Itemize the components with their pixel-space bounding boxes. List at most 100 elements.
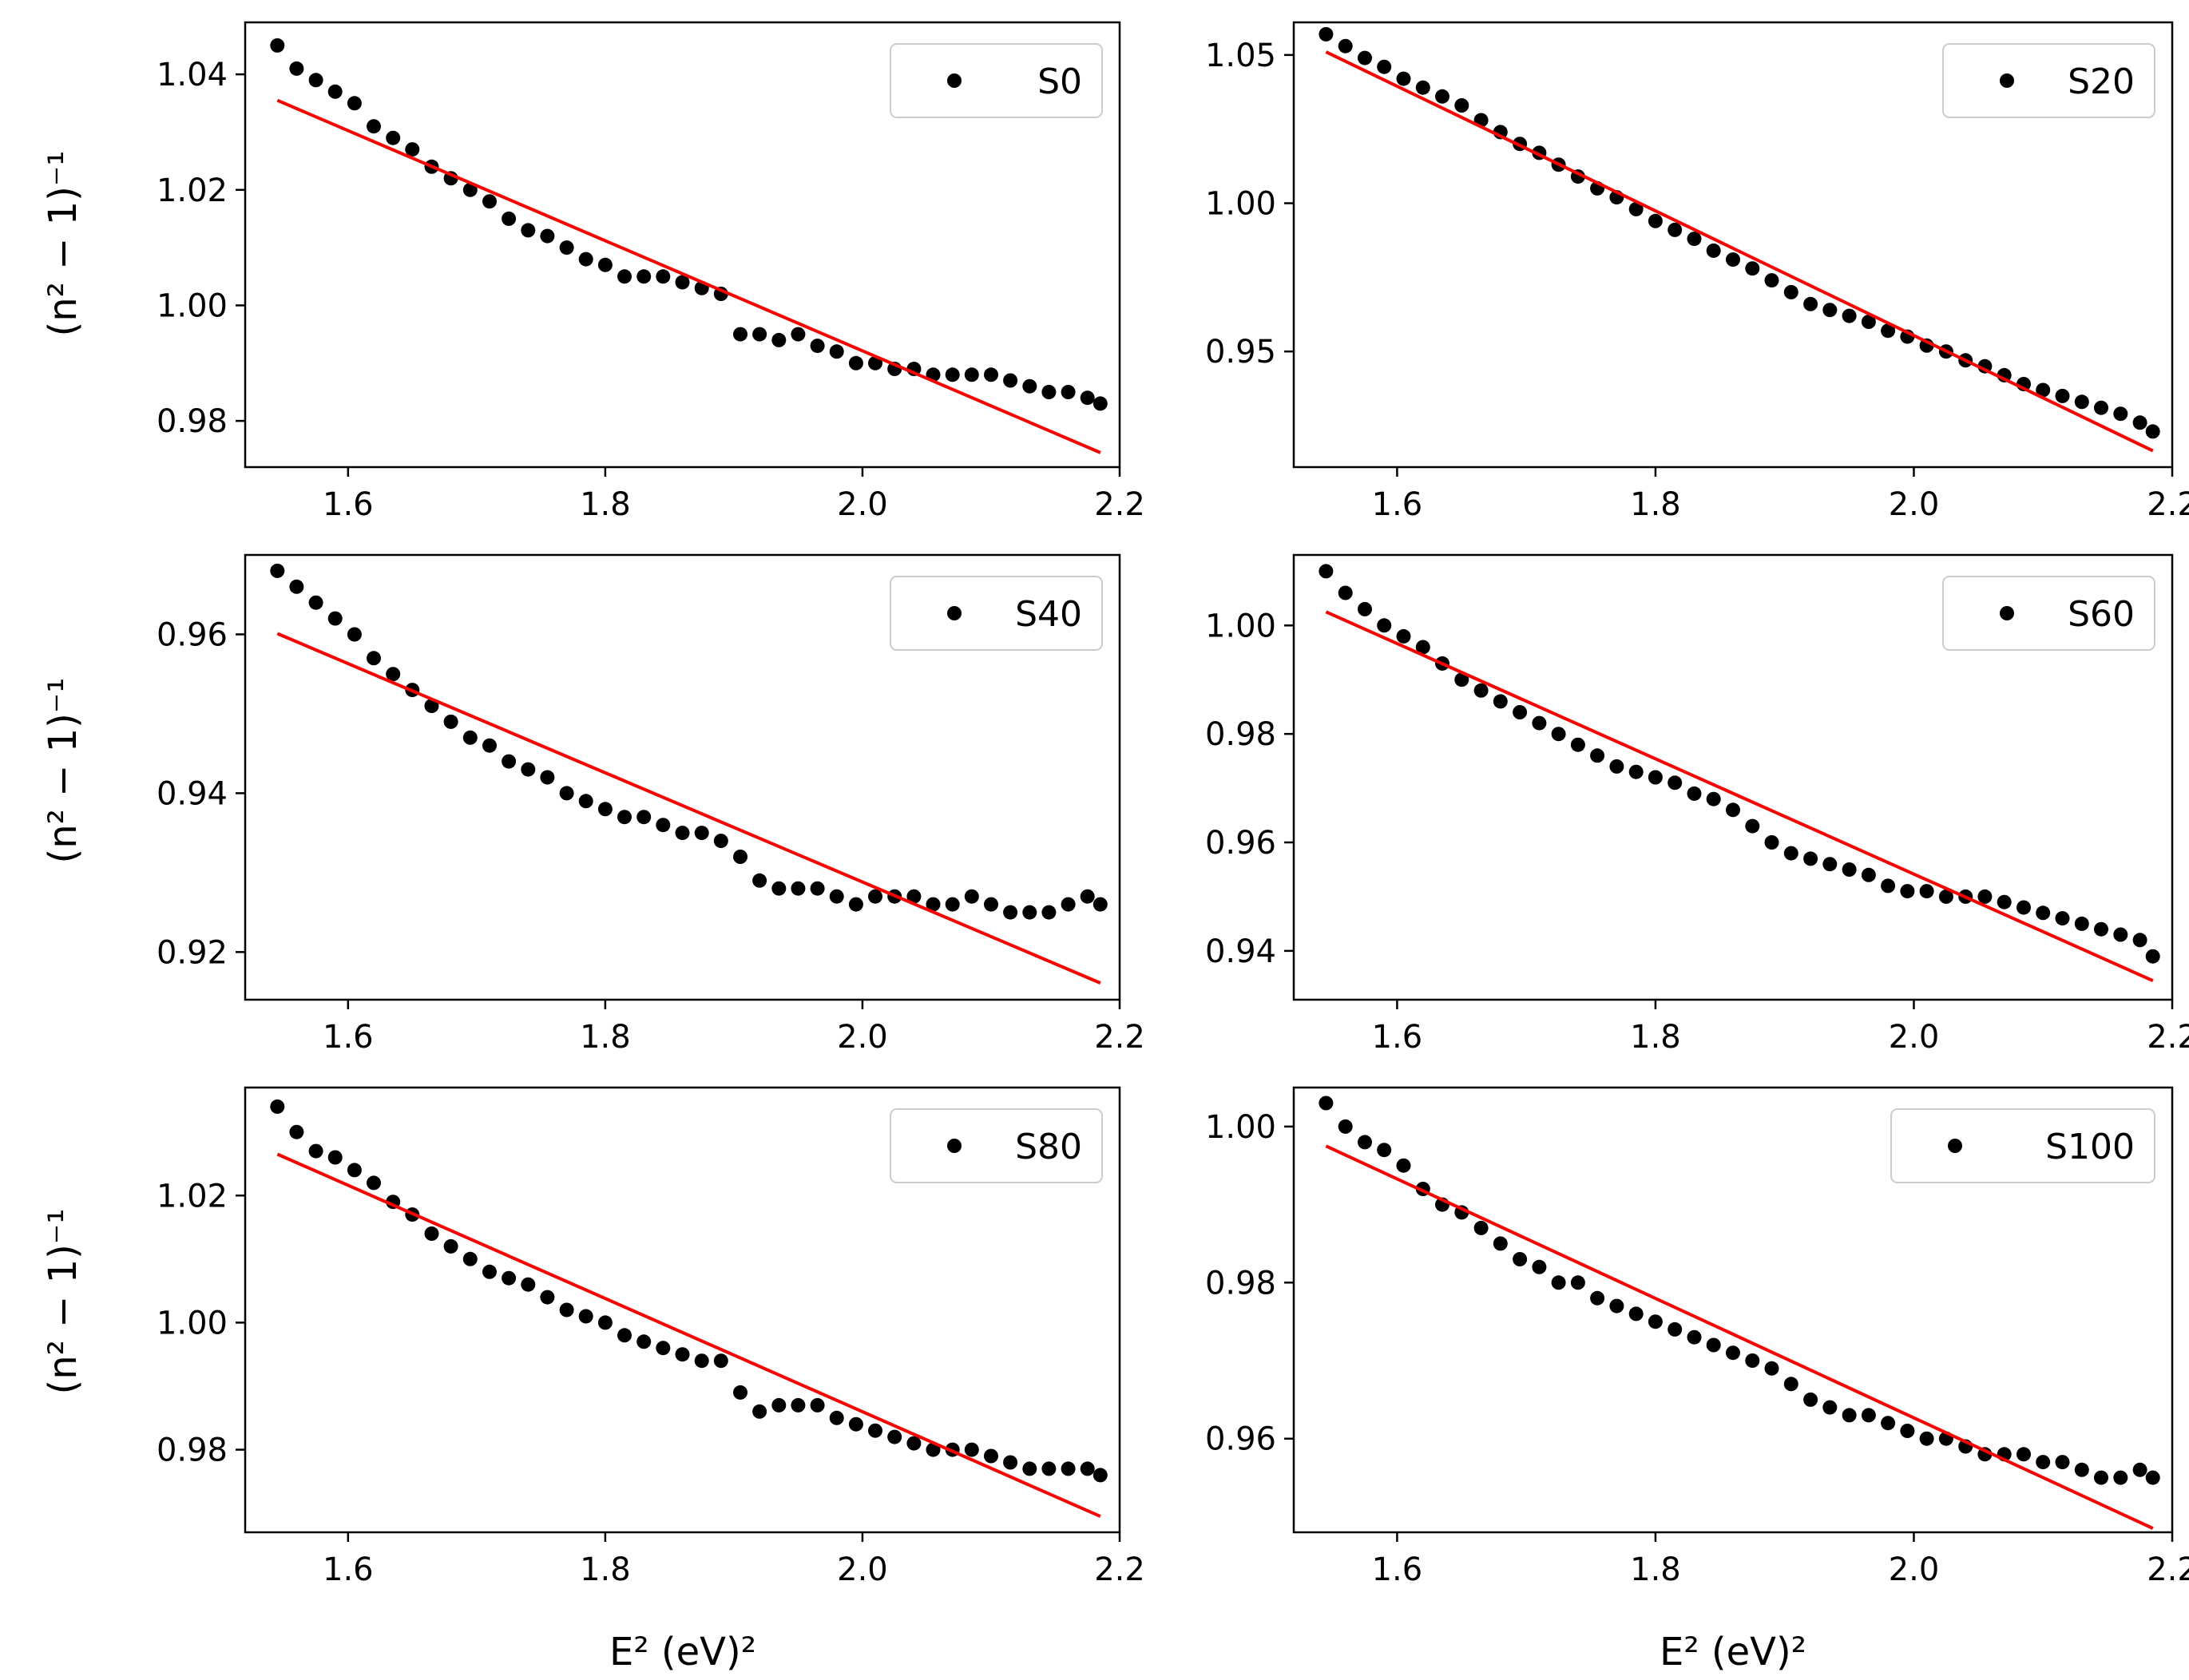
- data-point: [462, 182, 478, 197]
- fit-line: [1325, 1144, 2154, 1530]
- data-point: [2036, 382, 2051, 398]
- data-point: [2094, 921, 2108, 937]
- data-point: [984, 1448, 998, 1464]
- data-point: [2055, 911, 2070, 926]
- data-point: [771, 332, 787, 347]
- data-point: [308, 595, 323, 610]
- data-point: [1377, 618, 1392, 633]
- data-point: [1668, 775, 1683, 790]
- data-point: [482, 738, 497, 753]
- legend-box: [1942, 43, 2155, 118]
- data-point: [713, 1353, 728, 1369]
- panel-s20: 1.6 1.8 2.0 2.2 0.95 1.00 1.05 S20: [1205, 21, 2189, 523]
- data-point: [578, 794, 593, 809]
- data-point: [733, 1385, 748, 1400]
- data-point: [386, 130, 401, 145]
- fit-line: [276, 98, 1101, 454]
- data-point: [675, 1347, 690, 1362]
- data-point: [2113, 1470, 2128, 1485]
- ylabel-row-2: (n² − 1)⁻¹: [41, 678, 85, 864]
- x-tick-label: 1.8: [1630, 1551, 1681, 1588]
- legend-label: S80: [1015, 1127, 1082, 1167]
- data-point: [1900, 1424, 1915, 1438]
- y-tick-label: 0.98: [1205, 716, 1276, 753]
- data-point: [1648, 213, 1663, 228]
- data-point: [1358, 1135, 1372, 1150]
- data-point: [2074, 394, 2089, 410]
- data-point: [1822, 303, 1838, 318]
- data-point: [1706, 791, 1721, 806]
- data-point: [733, 327, 748, 342]
- data-point: [502, 1270, 517, 1286]
- data-point: [1319, 564, 1334, 579]
- data-point: [2145, 424, 2160, 439]
- y-tick-label: 1.00: [1205, 1109, 1276, 1146]
- legend-label: S60: [2068, 594, 2135, 635]
- data-point: [347, 1163, 362, 1178]
- y-tick-label: 0.92: [157, 934, 228, 971]
- data-point: [771, 1397, 787, 1413]
- data-point: [1061, 897, 1076, 912]
- data-point: [540, 770, 555, 785]
- data-point: [482, 194, 497, 209]
- legend-box: [1890, 1108, 2155, 1183]
- y-tick-label: 0.98: [157, 1432, 228, 1469]
- legend-label: S0: [1037, 61, 1082, 102]
- ylabel-row-3: (n² − 1)⁻¹: [41, 1209, 85, 1395]
- x-tick-label: 1.8: [580, 486, 631, 523]
- data-point: [1570, 737, 1585, 752]
- data-point: [1532, 1259, 1547, 1274]
- y-tick-label: 0.98: [1205, 1265, 1276, 1302]
- x-tick-label: 1.6: [1372, 486, 1423, 523]
- data-point: [694, 826, 709, 841]
- data-point: [1415, 640, 1430, 655]
- data-point: [1435, 89, 1449, 104]
- data-point: [1319, 1096, 1334, 1111]
- data-point: [2145, 1470, 2160, 1485]
- legend-label: S40: [1015, 594, 1082, 635]
- data-point: [482, 1264, 497, 1279]
- data-point: [945, 367, 960, 382]
- fit-line: [1325, 50, 2154, 453]
- data-point: [1726, 1345, 1740, 1361]
- data-point: [1628, 764, 1644, 779]
- legend-box: [890, 576, 1103, 651]
- data-point: [2132, 1462, 2147, 1477]
- data-point: [1473, 683, 1489, 698]
- data-point: [1080, 1461, 1095, 1476]
- data-point: [810, 339, 825, 354]
- data-point: [964, 1442, 979, 1457]
- data-point: [810, 1397, 825, 1413]
- data-point: [308, 1143, 323, 1159]
- data-point: [1628, 201, 1644, 216]
- data-point: [597, 802, 613, 817]
- data-point: [1093, 1468, 1108, 1483]
- legend-label: S20: [2068, 61, 2135, 102]
- scatter-points: [1319, 1096, 2160, 1485]
- data-point: [829, 344, 844, 359]
- data-point: [887, 1429, 902, 1444]
- data-point: [1803, 296, 1818, 311]
- data-point: [424, 1226, 439, 1241]
- data-point: [1338, 1119, 1353, 1134]
- data-point: [502, 754, 517, 769]
- data-point: [1415, 80, 1430, 95]
- data-point: [848, 1417, 863, 1432]
- y-tick-label: 0.96: [157, 616, 228, 653]
- data-point: [733, 850, 748, 864]
- fit-line: [276, 1152, 1101, 1518]
- data-point: [964, 367, 979, 382]
- data-point: [327, 84, 343, 99]
- panel-s0: 1.6 1.8 2.0 2.2 0.98 1.00 1.02 1.04 S0: [157, 21, 1145, 523]
- y-tick-label: 0.96: [1205, 1421, 1276, 1458]
- y-tick-label: 1.00: [157, 287, 228, 324]
- data-point: [752, 327, 767, 342]
- xlabel-right: E² (eV)²: [1660, 1630, 1806, 1674]
- data-point: [1919, 1431, 1934, 1446]
- y-tick-label: 0.95: [1205, 334, 1276, 370]
- panel-s60: 1.6 1.8 2.0 2.2 0.94 0.96 0.98 1.00 S60: [1205, 553, 2189, 1056]
- data-point: [636, 269, 652, 284]
- data-point: [1726, 802, 1740, 818]
- data-point: [1881, 878, 1896, 893]
